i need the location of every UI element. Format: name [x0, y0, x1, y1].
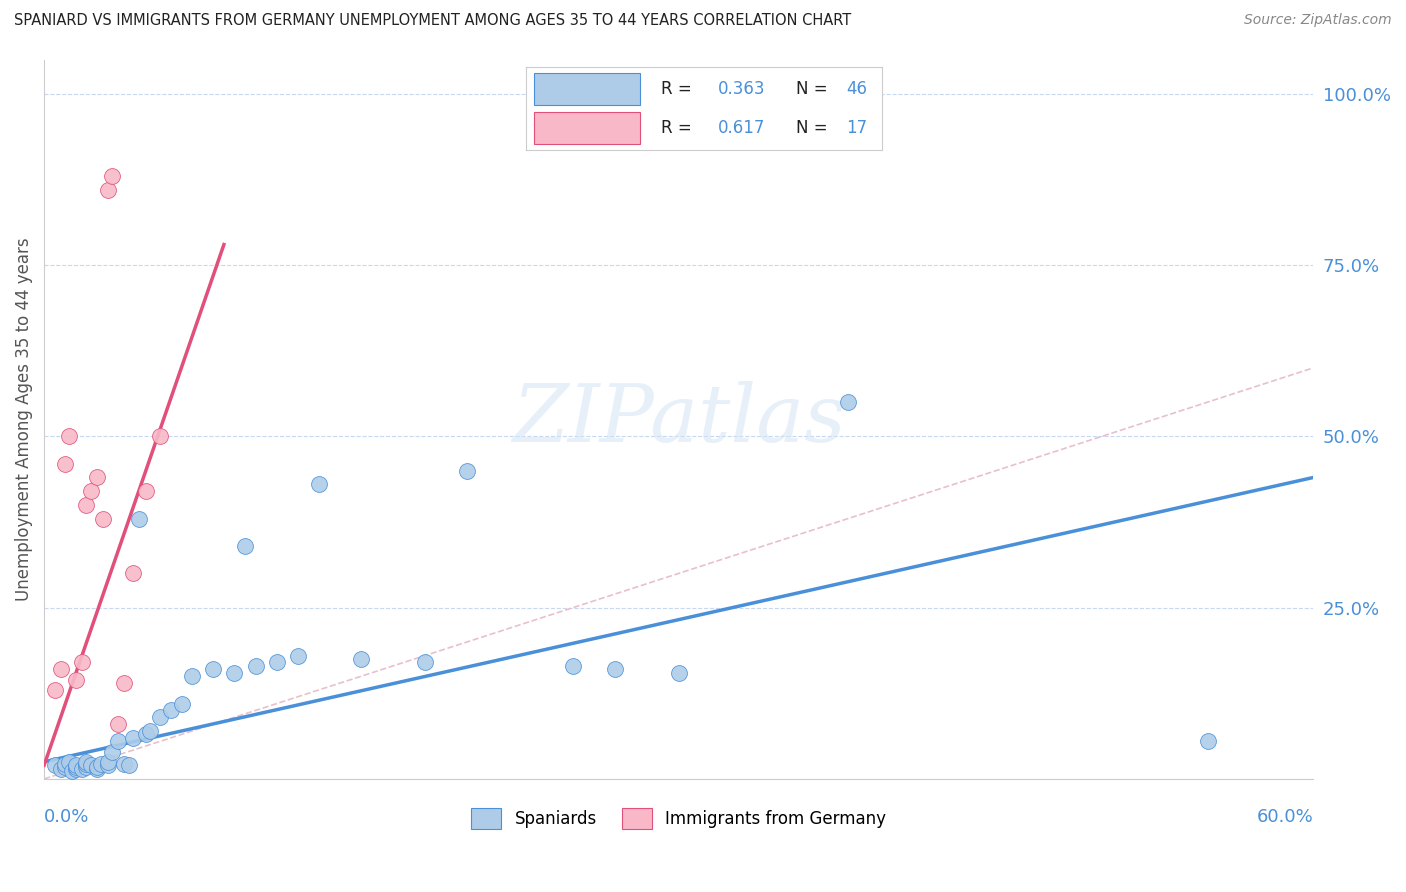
Point [60, 764, 83, 778]
Point [160, 703, 183, 717]
Point [86, 762, 108, 776]
Point [170, 697, 193, 711]
Point [224, 665, 246, 680]
Point [65, 758, 87, 772]
Point [561, 659, 583, 673]
Point [245, 659, 267, 673]
Point [58, 755, 80, 769]
Point [101, 169, 124, 183]
Y-axis label: Unemployment Among Ages 35 to 44 years: Unemployment Among Ages 35 to 44 years [15, 237, 32, 601]
Text: Source: ZipAtlas.com: Source: ZipAtlas.com [1244, 13, 1392, 28]
Point [79, 484, 101, 499]
Point [70, 656, 93, 670]
Point [122, 566, 145, 581]
Point [605, 662, 627, 676]
Point [90, 756, 112, 771]
Point [114, 756, 136, 771]
Point [101, 745, 124, 759]
Text: 0.0%: 0.0% [44, 807, 90, 826]
Point [107, 717, 129, 731]
Point [97, 183, 120, 197]
Text: SPANIARD VS IMMIGRANTS FROM GERMANY UNEMPLOYMENT AMONG AGES 35 TO 44 YEARS CORRE: SPANIARD VS IMMIGRANTS FROM GERMANY UNEM… [14, 13, 851, 29]
Point [97, 758, 120, 772]
Point [128, 511, 150, 525]
Point [86, 470, 108, 484]
Point [65, 673, 87, 687]
Point [149, 710, 172, 724]
Point [75, 759, 97, 773]
Point [413, 656, 436, 670]
Point [58, 429, 80, 443]
Point [49, 662, 72, 676]
Point [44, 758, 66, 772]
Point [135, 727, 157, 741]
Point [65, 759, 87, 773]
Point [668, 665, 690, 680]
Point [456, 464, 478, 478]
Point [181, 669, 204, 683]
Point [139, 723, 162, 738]
Point [53, 756, 76, 771]
Point [202, 662, 225, 676]
Point [75, 755, 97, 769]
Point [91, 511, 114, 525]
Point [107, 734, 129, 748]
Point [350, 652, 373, 666]
Point [65, 762, 87, 776]
Point [53, 759, 76, 773]
Point [75, 498, 97, 512]
Point [75, 756, 97, 771]
Point [70, 762, 93, 776]
Point [233, 539, 256, 553]
Point [53, 457, 76, 471]
Point [149, 429, 172, 443]
Point [86, 759, 108, 773]
Text: ZIPatlas: ZIPatlas [512, 381, 845, 458]
Legend: Spaniards, Immigrants from Germany: Spaniards, Immigrants from Germany [464, 802, 893, 835]
Point [118, 758, 141, 772]
Point [287, 648, 309, 663]
Point [97, 755, 120, 769]
Point [114, 676, 136, 690]
Point [308, 477, 330, 491]
Point [266, 656, 288, 670]
Point [79, 758, 101, 772]
Point [135, 484, 157, 499]
Point [122, 731, 145, 745]
Text: 60.0%: 60.0% [1257, 807, 1313, 826]
Point [837, 395, 859, 409]
Point [44, 682, 66, 697]
Point [49, 762, 72, 776]
Point [1197, 734, 1219, 748]
